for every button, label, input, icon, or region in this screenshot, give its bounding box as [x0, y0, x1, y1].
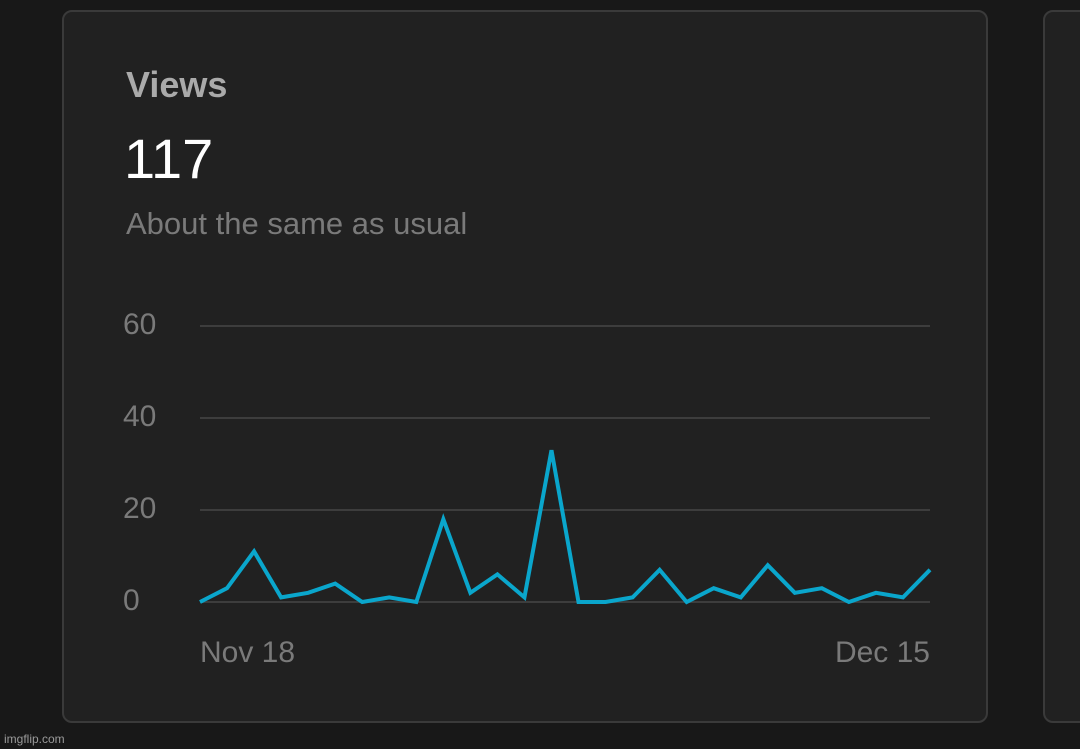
card-subtitle: About the same as usual	[126, 206, 468, 241]
card-title: Views	[126, 64, 228, 105]
views-card[interactable]: Views 117 About the same as usual	[62, 10, 988, 723]
y-tick-label: 20	[123, 492, 156, 525]
x-tick-label: Nov 18	[200, 636, 295, 669]
x-tick-label: Dec 15	[835, 636, 930, 669]
y-tick-label: 40	[123, 400, 156, 433]
y-tick-label: 0	[123, 584, 140, 617]
views-line	[199, 449, 932, 605]
next-card[interactable]	[1043, 10, 1080, 723]
y-tick-label: 60	[123, 308, 156, 341]
card-value: 117	[124, 127, 214, 190]
watermark: imgflip.com	[4, 732, 65, 746]
